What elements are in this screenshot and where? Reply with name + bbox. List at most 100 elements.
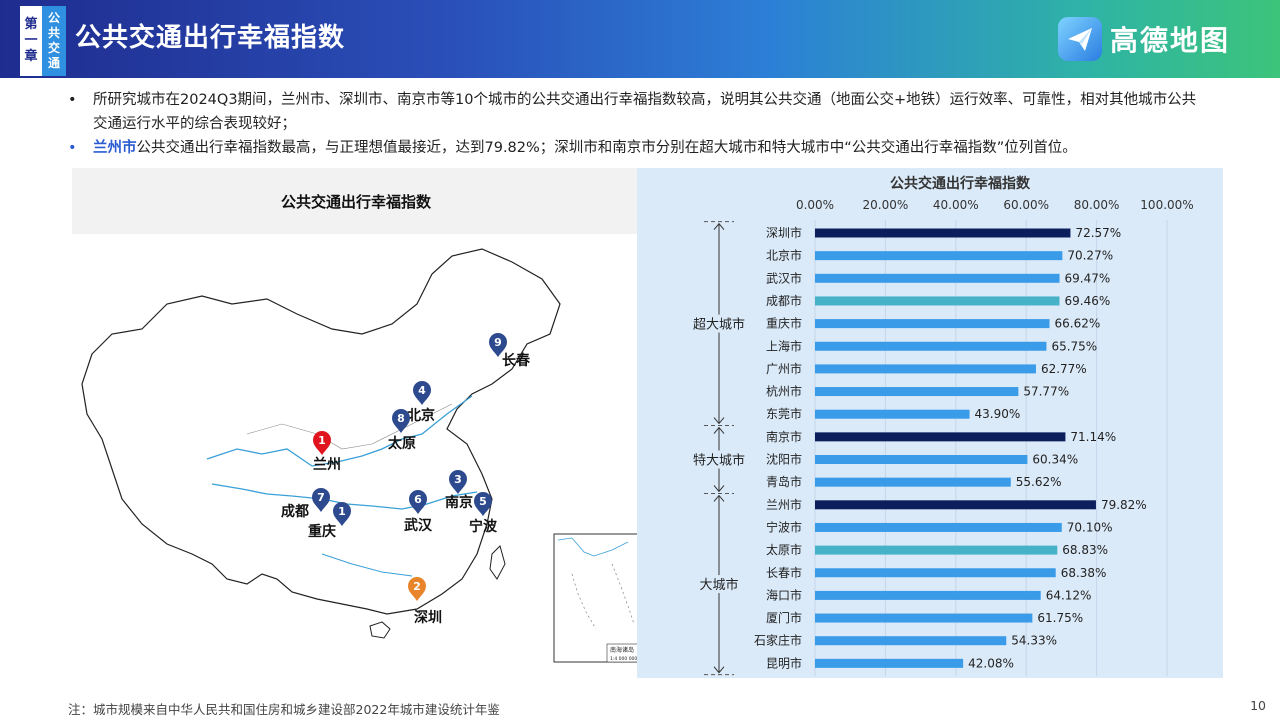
bar	[815, 228, 1071, 238]
arrow-up-icon	[713, 494, 725, 502]
group-label: 超大城市	[693, 317, 745, 333]
category-label: 深圳市	[766, 225, 802, 240]
map-pin-重庆: 1重庆	[308, 502, 351, 540]
map-pin-长春: 9长春	[489, 333, 531, 369]
bar	[815, 273, 1060, 283]
bullet-highlight: 兰州市	[93, 140, 137, 156]
pin-rank: 5	[479, 495, 487, 508]
bar	[815, 251, 1063, 261]
bullet-text: 公共交通出行幸福指数最高，与正理想值最接近，达到79.82%；深圳市和南京市分别…	[136, 140, 1077, 156]
bar	[815, 432, 1066, 442]
chapter-topic-char: 公	[47, 11, 60, 25]
bullet-dot-icon: •	[68, 92, 77, 108]
map-pin-icon	[409, 490, 427, 514]
value-label: 65.75%	[1051, 339, 1097, 353]
chapter-char: 第	[24, 17, 38, 32]
bar	[815, 477, 1011, 487]
value-label: 66.62%	[1055, 317, 1101, 331]
value-label: 68.83%	[1062, 543, 1108, 557]
x-tick-label: 80.00%	[1074, 198, 1120, 212]
map-pin-icon	[313, 431, 331, 455]
x-tick-label: 0.00%	[796, 198, 834, 212]
bar	[815, 387, 1019, 397]
bar	[815, 341, 1047, 351]
category-label: 上海市	[766, 338, 802, 353]
group-label: 大城市	[699, 577, 738, 593]
map-title: 公共交通出行幸福指数	[72, 168, 640, 234]
pin-rank: 1	[338, 505, 346, 518]
region-boundary	[246, 403, 453, 450]
bar	[815, 296, 1060, 306]
category-label: 长春市	[766, 565, 802, 580]
footnote: 注：城市规模来自中华人民共和国住房和城乡建设部2022年城市建设统计年鉴	[68, 702, 500, 717]
bar	[815, 500, 1096, 510]
bar	[815, 590, 1041, 600]
category-label: 广州市	[766, 361, 802, 376]
map-pin-icon	[333, 502, 351, 526]
chapter-char: 章	[24, 49, 38, 64]
logo: 高德地图	[1057, 16, 1230, 62]
value-label: 60.34%	[1032, 453, 1078, 467]
category-label: 厦门市	[766, 610, 802, 625]
pin-city-label: 南京	[445, 494, 473, 511]
map-pin-icon	[408, 577, 426, 601]
value-label: 42.08%	[968, 656, 1014, 670]
value-label: 72.57%	[1075, 226, 1121, 240]
category-label: 兰州市	[766, 497, 802, 512]
bullet-text: 所研究城市在2024Q3期间，兰州市、深圳市、南京市等10个城市的公共交通出行幸…	[93, 92, 1197, 132]
pin-city-label: 武汉	[404, 517, 433, 534]
x-tick-label: 40.00%	[933, 198, 979, 212]
bullet-item: • 所研究城市在2024Q3期间，兰州市、深圳市、南京市等10个城市的公共交通出…	[68, 88, 1208, 136]
inset-scale: 1:4 000 000	[610, 656, 637, 662]
arrow-up-icon	[713, 222, 725, 230]
value-label: 71.14%	[1070, 430, 1116, 444]
bullet-dot-icon: •	[68, 140, 77, 156]
inset-label: 南海诸岛	[610, 646, 634, 654]
pin-city-label: 长春	[502, 352, 531, 369]
map-pin-武汉: 6 武汉	[404, 490, 433, 534]
chapter-badge: 第 一 章 公 共 交 通	[20, 6, 66, 76]
map-pin-icon	[474, 492, 492, 516]
page-number: 10	[1250, 698, 1266, 713]
x-tick-label: 100.00%	[1140, 198, 1193, 212]
group-label-bg	[691, 575, 747, 594]
map-pin-南京: 3 南京	[445, 470, 473, 511]
page-title: 公共交通出行幸福指数	[75, 23, 346, 53]
south-china-sea-inset	[553, 533, 641, 663]
map-pin-icon	[312, 488, 330, 512]
bar	[815, 636, 1007, 646]
pin-rank: 8	[397, 412, 405, 425]
bar	[815, 658, 964, 668]
header-bar: 第 一 章 公 共 交 通 公共交通出行幸福指数 高德地图	[0, 0, 1280, 78]
bar-chart: 公共交通出行幸福指数 0.00% 20.00% 40.00% 60.00% 80.00%…	[691, 175, 1194, 676]
bar	[815, 319, 1050, 329]
chapter-topic-char: 通	[47, 56, 60, 70]
chapter-topic: 公 共 交 通	[42, 6, 66, 76]
category-label: 青岛市	[766, 474, 802, 489]
map-pin-兰州: 1 兰州	[313, 431, 341, 473]
pin-city-label: 深圳	[414, 609, 442, 626]
paper-plane-icon	[1057, 17, 1102, 61]
pin-rank: 2	[413, 580, 421, 593]
map-pin-深圳: 2 深圳	[408, 577, 442, 626]
map-pin-icon	[392, 409, 410, 433]
value-label: 55.62%	[1016, 475, 1062, 489]
category-label: 太原市	[766, 542, 802, 557]
pin-city-label: 重庆	[308, 523, 336, 540]
category-label: 北京市	[766, 248, 802, 263]
bar	[815, 409, 970, 419]
yellow-river	[206, 395, 473, 467]
hainan-island	[369, 621, 391, 639]
arrow-down-icon	[713, 417, 725, 425]
category-label: 石家庄市	[754, 633, 802, 648]
bar	[815, 568, 1056, 578]
pin-city-label: 兰州	[313, 456, 341, 473]
x-tick-label: 60.00%	[1003, 198, 1049, 212]
category-label: 南京市	[766, 429, 802, 444]
pin-city-label: 宁波	[469, 518, 498, 535]
value-label: 43.90%	[975, 407, 1021, 421]
map-pin-icon	[413, 381, 431, 405]
group-label-bg	[691, 314, 747, 333]
chart-panel: 公共交通出行幸福指数 0.00% 20.00% 40.00% 60.00% 80.00%…	[637, 168, 1223, 678]
pin-city-label: 太原	[388, 435, 416, 452]
